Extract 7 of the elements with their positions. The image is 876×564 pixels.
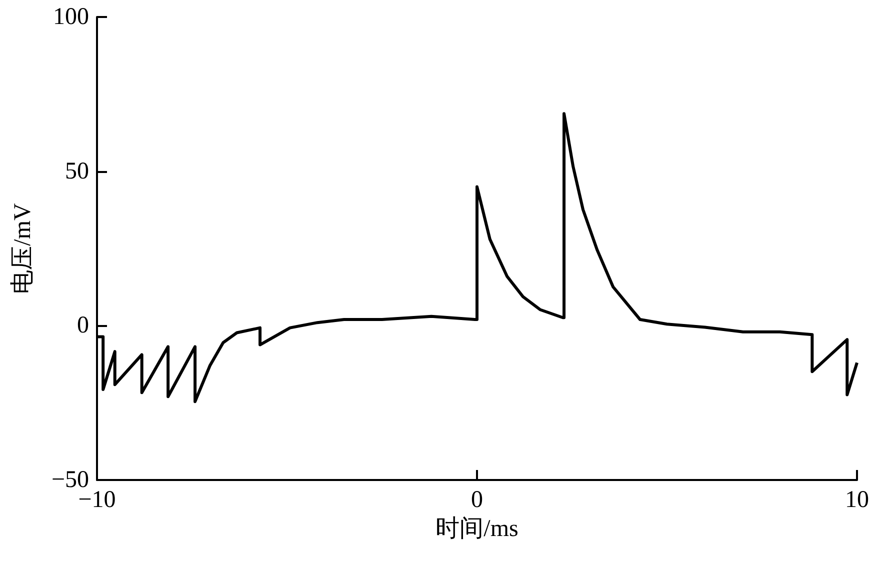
x-axis-title: 时间/ms: [436, 516, 518, 542]
y-axis-title: 电压/mV: [10, 202, 36, 294]
x-tick-label: 0: [471, 487, 483, 513]
x-tick-label: 10: [845, 487, 869, 513]
y-tick-label: 50: [65, 158, 89, 184]
y-tick-label: 0: [77, 312, 89, 339]
y-tick-label: 100: [53, 4, 89, 30]
